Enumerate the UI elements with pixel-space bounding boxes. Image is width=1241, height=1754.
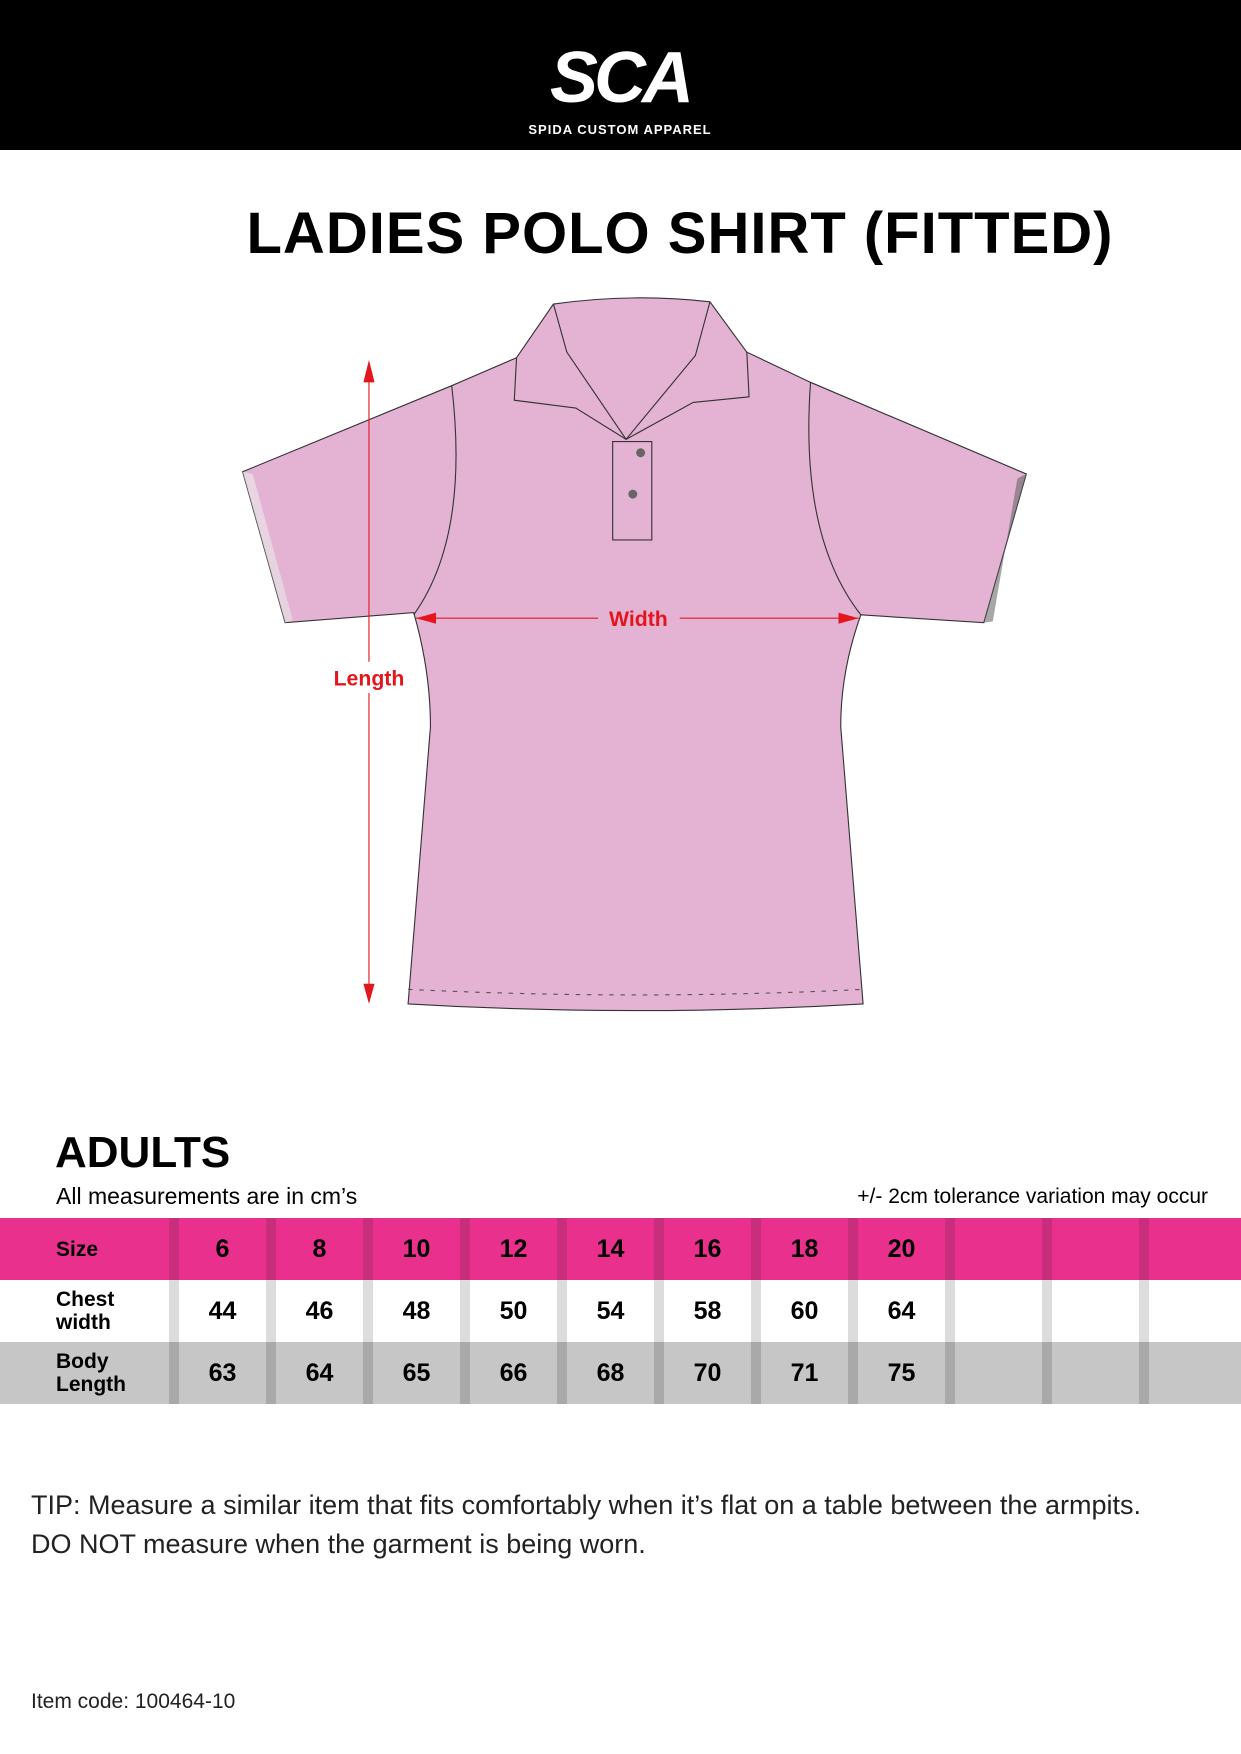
tip-text: TIP: Measure a similar item that fits co…	[31, 1486, 1141, 1564]
row-label: Body Length	[0, 1342, 174, 1404]
table-cell: 10	[363, 1218, 465, 1280]
table-cell	[1139, 1218, 1241, 1280]
tip-line-2: DO NOT measure when the garment is being…	[31, 1529, 646, 1559]
item-code: Item code: 100464-10	[31, 1690, 236, 1713]
table-cell: 12	[460, 1218, 562, 1280]
sca-logo: SCA SPIDA CUSTOM APPAREL	[515, 42, 725, 137]
table-cell: 50	[460, 1280, 562, 1342]
tip-line-1: TIP: Measure a similar item that fits co…	[31, 1490, 1141, 1520]
logo-mark: SCA	[549, 38, 694, 118]
table-cell: 54	[557, 1280, 659, 1342]
section-heading: ADULTS	[55, 1128, 231, 1177]
table-row: Size 6 8 10 12 14 16 18 20	[0, 1218, 1241, 1280]
table-cell	[1042, 1342, 1144, 1404]
table-cell	[945, 1342, 1047, 1404]
width-arrow	[415, 612, 859, 624]
table-cell: 46	[266, 1280, 368, 1342]
table-cell: 63	[169, 1342, 271, 1404]
table-cell	[1042, 1218, 1144, 1280]
tolerance-note: +/- 2cm tolerance variation may occur	[857, 1185, 1208, 1208]
header-bar: SCA SPIDA CUSTOM APPAREL	[0, 0, 1241, 150]
length-label: Length	[334, 666, 405, 690]
table-cell: 66	[460, 1342, 562, 1404]
table-cell: 6	[169, 1218, 271, 1280]
row-label: Chest width	[0, 1280, 174, 1342]
collar	[513, 297, 750, 440]
table-cell: 16	[654, 1218, 756, 1280]
table-cell	[945, 1218, 1047, 1280]
table-cell: 8	[266, 1218, 368, 1280]
table-cell: 68	[557, 1342, 659, 1404]
table-cell	[945, 1280, 1047, 1342]
table-cell: 44	[169, 1280, 271, 1342]
table-cell: 75	[848, 1342, 950, 1404]
table-cell: 65	[363, 1342, 465, 1404]
table-cell: 20	[848, 1218, 950, 1280]
row-label: Size	[0, 1218, 174, 1280]
table-cell: 71	[751, 1342, 853, 1404]
table-row: Chest width 44 46 48 50 54 58 60 64	[0, 1280, 1241, 1342]
shirt-body	[241, 351, 1027, 1012]
table-cell	[1042, 1280, 1144, 1342]
size-table: Size 6 8 10 12 14 16 18 20 Chest width 44 46 48 50 54 5…	[0, 1218, 1241, 1404]
table-cell: 18	[751, 1218, 853, 1280]
table-cell: 48	[363, 1280, 465, 1342]
table-cell: 70	[654, 1342, 756, 1404]
units-note: All measurements are in cm’s	[56, 1183, 358, 1209]
table-cell: 58	[654, 1280, 756, 1342]
table-cell	[1139, 1342, 1241, 1404]
table-row: Body Length 63 64 65 66 68 70 71 75	[0, 1342, 1241, 1404]
table-cell: 64	[848, 1280, 950, 1342]
table-cell: 64	[266, 1342, 368, 1404]
page-title: LADIES POLO SHIRT (FITTED)	[246, 201, 1114, 266]
table-cell: 14	[557, 1218, 659, 1280]
width-label: Width	[609, 607, 668, 631]
table-cell: 60	[751, 1280, 853, 1342]
table-cell	[1139, 1280, 1241, 1342]
logo-subtitle: SPIDA CUSTOM APPAREL	[528, 122, 712, 137]
